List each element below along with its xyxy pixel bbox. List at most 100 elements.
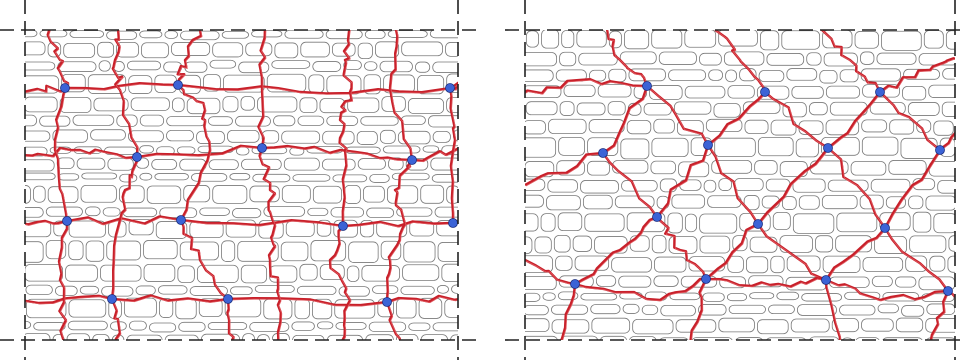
stone <box>641 304 659 315</box>
stone <box>618 275 652 288</box>
crack-path <box>450 88 457 224</box>
stone <box>900 137 938 159</box>
crack-path <box>258 30 283 340</box>
stone <box>727 85 755 99</box>
stone <box>808 102 828 116</box>
stone <box>542 292 556 301</box>
stone <box>166 116 206 127</box>
crack-path <box>25 83 458 95</box>
stone <box>235 115 271 127</box>
stone <box>25 159 55 172</box>
stone <box>368 321 407 332</box>
stone <box>25 207 44 218</box>
stone <box>93 97 129 112</box>
stone <box>274 42 299 59</box>
stone <box>81 172 118 180</box>
stone <box>525 101 558 116</box>
stone <box>396 207 433 217</box>
stone <box>25 172 56 181</box>
stone <box>958 137 962 155</box>
stone <box>836 212 878 233</box>
stone <box>757 319 789 335</box>
stone <box>790 318 830 333</box>
stone <box>632 318 674 335</box>
stone <box>184 61 208 73</box>
stone <box>25 41 46 56</box>
stone <box>25 96 58 113</box>
node <box>107 294 117 304</box>
stone <box>770 255 785 274</box>
crack-path <box>385 30 414 340</box>
stone <box>766 337 807 340</box>
stone <box>561 30 575 49</box>
stone <box>746 256 769 274</box>
stone <box>159 298 174 318</box>
stone <box>667 212 683 234</box>
stone <box>402 264 440 281</box>
stone <box>164 30 178 39</box>
stone <box>713 103 741 118</box>
crack-path <box>178 30 235 340</box>
stone <box>418 297 443 319</box>
stone <box>861 119 888 133</box>
stone <box>905 255 928 272</box>
stone <box>629 336 657 340</box>
stone <box>25 30 38 38</box>
stone <box>578 52 618 66</box>
stone <box>67 320 108 331</box>
stone <box>285 220 315 237</box>
node <box>823 143 833 153</box>
stone <box>25 320 32 329</box>
stone <box>894 276 917 288</box>
stone <box>882 337 923 340</box>
stone <box>229 173 251 181</box>
stone <box>815 235 834 253</box>
node <box>760 87 770 97</box>
stone <box>555 255 573 271</box>
stone <box>139 172 153 181</box>
crack-path <box>46 30 70 340</box>
stone <box>143 240 178 260</box>
stone <box>825 85 860 99</box>
stone <box>297 115 325 126</box>
stone <box>240 264 268 284</box>
stone <box>809 336 839 340</box>
stone <box>770 119 797 136</box>
stone <box>330 207 365 218</box>
stone <box>861 318 894 332</box>
crack-path <box>560 215 658 340</box>
stone <box>296 285 337 296</box>
stone <box>621 180 658 192</box>
stone <box>580 293 618 301</box>
stone <box>450 334 458 340</box>
stone <box>25 264 63 282</box>
stone <box>47 41 62 58</box>
stone <box>207 322 248 331</box>
stone <box>797 304 837 316</box>
stone <box>25 284 53 295</box>
stone <box>364 61 378 71</box>
stone <box>308 74 325 94</box>
stone <box>146 185 182 204</box>
stone <box>451 284 458 294</box>
stone <box>684 213 698 233</box>
stone <box>734 178 764 192</box>
stone <box>300 41 330 58</box>
stone <box>902 85 927 101</box>
stone <box>831 318 859 333</box>
stone <box>33 322 66 331</box>
stone <box>525 276 557 291</box>
stone <box>177 265 195 283</box>
stone <box>907 102 940 116</box>
stone <box>876 52 917 65</box>
stone <box>139 114 165 127</box>
stone <box>430 157 458 171</box>
stone <box>525 292 541 302</box>
node <box>407 155 417 165</box>
stone <box>595 275 617 287</box>
node <box>257 143 267 153</box>
crack-path <box>257 30 282 340</box>
stone <box>212 42 244 58</box>
